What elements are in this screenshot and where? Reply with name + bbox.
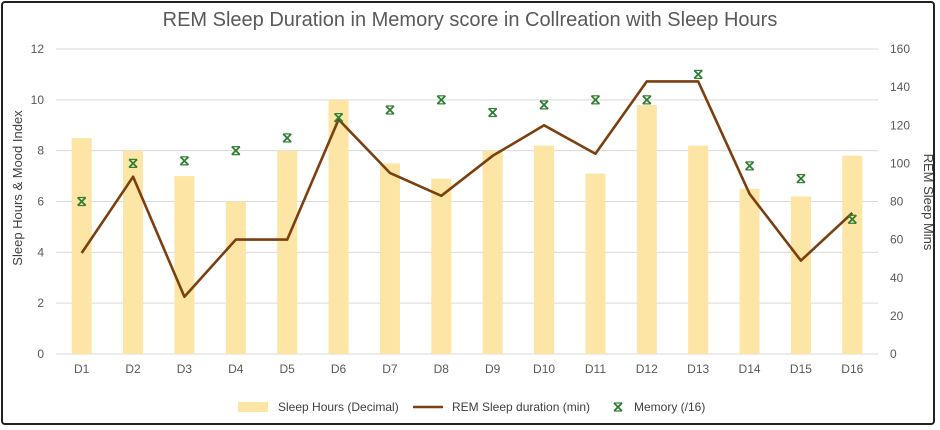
- x-tick-label: D12: [636, 362, 658, 376]
- x-tick-label: D16: [841, 362, 863, 376]
- scatter-stroke: [796, 173, 806, 184]
- x-tick-label: D10: [533, 362, 555, 376]
- scatter-stroke: [744, 161, 755, 171]
- bar: [379, 163, 400, 354]
- bar: [636, 104, 657, 355]
- x-tick-label: D13: [687, 362, 709, 376]
- scatter-stroke: [128, 158, 138, 169]
- bar: [328, 99, 349, 354]
- scatter-point: [333, 112, 344, 123]
- y-tick-label: 0: [37, 347, 44, 361]
- bar: [688, 145, 709, 354]
- x-tick-label: D7: [382, 362, 398, 376]
- bar: [790, 196, 811, 354]
- bar: [585, 173, 606, 354]
- scatter-stroke: [282, 133, 292, 143]
- scatter-stroke: [385, 105, 395, 115]
- y2-tick-label: 20: [890, 309, 904, 323]
- bar: [225, 201, 246, 354]
- x-tick-label: D5: [280, 362, 296, 376]
- scatter-point: [642, 95, 652, 105]
- scatter-point: [282, 133, 292, 143]
- bar: [174, 176, 195, 354]
- x-tick-label: D11: [585, 362, 606, 376]
- legend: Sleep Hours (Decimal) REM Sleep duration …: [238, 400, 705, 414]
- legend-marker-stroke: [613, 402, 623, 412]
- scatter-point: [179, 156, 190, 166]
- scatter-point: [744, 161, 755, 171]
- y-axis-title: Sleep Hours & Mood Index: [10, 110, 25, 266]
- scatter-point: [436, 95, 446, 105]
- line-series: [80, 80, 854, 299]
- x-tick-label: D1: [74, 362, 90, 376]
- y2-axis-title: REM Sleep Mins: [921, 154, 936, 251]
- scatter-stroke: [847, 214, 857, 224]
- y2-tick-label: 120: [890, 118, 910, 132]
- scatter-point: [539, 100, 549, 110]
- bar: [277, 150, 298, 354]
- scatter-stroke: [179, 156, 190, 166]
- legend-swatch-marker: [613, 402, 623, 412]
- scatter-stroke: [77, 196, 87, 207]
- y-tick-label: 12: [31, 42, 45, 56]
- x-tick-label: D8: [434, 362, 450, 376]
- scatter-stroke: [642, 95, 652, 105]
- y2-tick-label: 160: [890, 42, 910, 56]
- scatter-point: [77, 196, 87, 207]
- y-tick-label: 10: [31, 93, 45, 107]
- scatter-series: [77, 69, 857, 224]
- scatter-point: [231, 146, 241, 156]
- scatter-point: [385, 105, 395, 115]
- scatter-stroke: [539, 100, 549, 110]
- y2-tick-label: 60: [890, 233, 904, 247]
- chart-title: REM Sleep Duration in Memory score in Co…: [162, 9, 778, 31]
- scatter-stroke: [590, 95, 601, 105]
- scatter-point: [488, 107, 498, 118]
- y2-tick-label: 80: [890, 195, 904, 209]
- x-tick-label: D6: [331, 362, 347, 376]
- x-tick-label: D4: [228, 362, 244, 376]
- bar: [123, 150, 144, 354]
- bar: [842, 155, 863, 354]
- bar: [431, 178, 452, 354]
- scatter-stroke: [333, 112, 344, 123]
- bar: [739, 188, 760, 354]
- bar: [534, 145, 555, 354]
- legend-label-line: REM Sleep duration (min): [452, 400, 590, 414]
- y-tick-label: 6: [37, 195, 44, 209]
- y2-tick-label: 0: [890, 347, 897, 361]
- scatter-stroke: [693, 69, 703, 80]
- bar-series: [71, 99, 863, 355]
- y2-tick-label: 40: [890, 271, 904, 285]
- bar: [71, 137, 92, 354]
- x-tick-label: D15: [790, 362, 812, 376]
- legend-label-bar: Sleep Hours (Decimal): [278, 400, 399, 414]
- line-path: [80, 80, 854, 299]
- legend-swatch-bar: [238, 402, 268, 412]
- x-tick-label: D2: [125, 362, 141, 376]
- bar: [482, 150, 503, 354]
- scatter-point: [693, 69, 703, 80]
- y-tick-label: 2: [37, 296, 44, 310]
- x-tick-label: D14: [739, 362, 761, 376]
- scatter-point: [847, 214, 857, 224]
- y2-tick-label: 100: [890, 156, 910, 170]
- legend-label-marker: Memory (/16): [634, 400, 705, 414]
- scatter-stroke: [436, 95, 446, 105]
- scatter-point: [128, 158, 138, 169]
- scatter-stroke: [231, 146, 241, 156]
- y2-tick-label: 140: [890, 80, 910, 94]
- scatter-point: [796, 173, 806, 184]
- y-tick-label: 4: [37, 245, 44, 259]
- scatter-point: [590, 95, 601, 105]
- x-axis-ticks: D1 D2 D3 D4 D5 D6 D7 D8 D9 D10 D11 D12 D13 D14 D15 D16: [74, 362, 864, 376]
- right-axis-ticks: 0 20 40 60 80 100 120 140 160: [890, 42, 910, 361]
- scatter-stroke: [488, 107, 498, 118]
- left-axis-ticks: 0 2 4 6 8 10 12: [31, 42, 45, 361]
- y-tick-label: 8: [37, 144, 44, 158]
- x-tick-label: D3: [177, 362, 193, 376]
- x-tick-label: D9: [485, 362, 501, 376]
